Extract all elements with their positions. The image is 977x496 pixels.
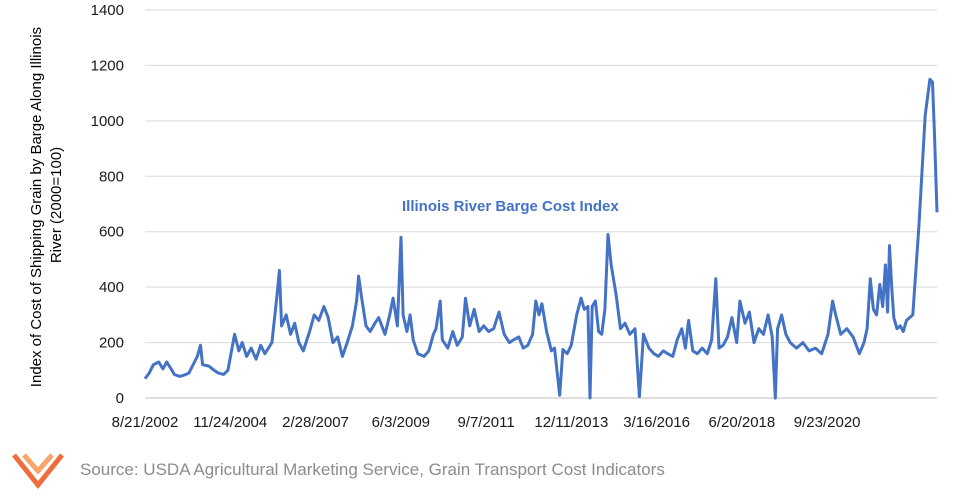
y-tick-label: 1000: [91, 113, 124, 130]
y-tick-label: 1200: [91, 57, 124, 74]
y-tick-label: 600: [99, 224, 124, 241]
source-note: Source: USDA Agricultural Marketing Serv…: [80, 460, 665, 479]
x-tick-label: 9/7/2011: [457, 414, 514, 431]
series-line: [143, 77, 939, 400]
y-tick-label: 400: [99, 279, 124, 296]
line-chart: 0 200 400 600 800 1000 1200 1400 8/21/2002 11/24…: [28, 2, 939, 431]
y-tick-label: 200: [99, 335, 124, 352]
x-tick-label: 2/28/2007: [282, 414, 349, 431]
y-axis-label-line-1: Index of Cost of Shipping Grain by Barge…: [28, 27, 45, 387]
footer: Source: USDA Agricultural Marketing Serv…: [10, 450, 665, 490]
y-axis-label: Index of Cost of Shipping Grain by Barge…: [28, 23, 65, 387]
y-axis-tick-labels: 0 200 400 600 800 1000 1200 1400: [91, 2, 124, 407]
x-tick-label: 3/16/2016: [623, 414, 690, 431]
y-tick-label: 0: [116, 390, 124, 407]
logo-icon: [12, 453, 64, 489]
x-tick-label: 8/21/2002: [112, 414, 179, 431]
logo-chevron-2: [22, 453, 54, 475]
x-tick-label: 6/20/2018: [709, 414, 776, 431]
y-axis-label-line-2: River (2000=100): [48, 147, 65, 263]
y-tick-label: 800: [99, 168, 124, 185]
series-annotation: Illinois River Barge Cost Index: [402, 198, 619, 215]
y-tick-label: 1400: [91, 2, 124, 19]
x-tick-label: 11/24/2004: [193, 414, 267, 431]
gridlines: [145, 9, 937, 344]
x-tick-label: 6/3/2009: [372, 414, 430, 431]
logo-chevron-1: [12, 453, 64, 489]
x-axis-tick-labels: 8/21/2002 11/24/2004 2/28/2007 6/3/2009 9/7/…: [112, 414, 861, 431]
x-tick-label: 9/23/2020: [794, 414, 861, 431]
x-tick-label: 12/11/2013: [534, 414, 608, 431]
